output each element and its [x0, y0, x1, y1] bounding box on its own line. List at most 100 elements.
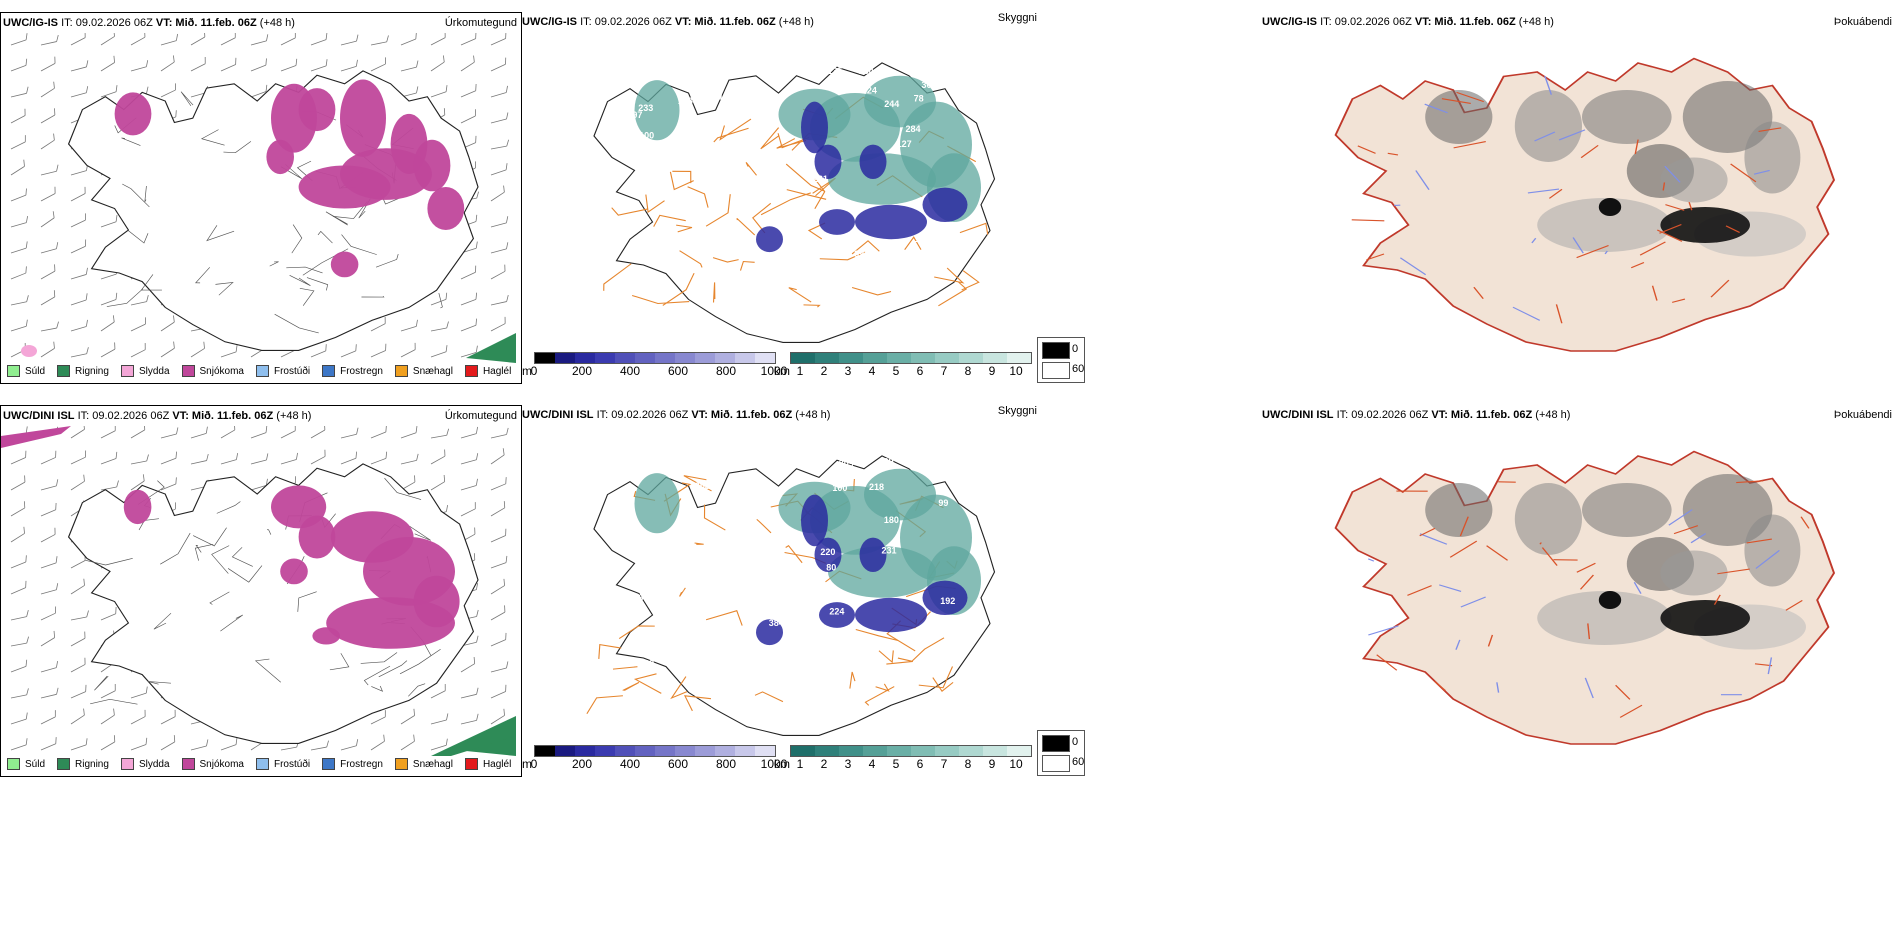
- cloud-base-value: 10: [675, 196, 685, 206]
- colorbar-cell: [715, 353, 735, 363]
- river-line: [1558, 129, 1586, 141]
- wind-barb: [460, 83, 477, 98]
- iceland-coastline: [1334, 57, 1836, 352]
- road-line: [959, 222, 989, 235]
- wind-barb: [10, 108, 26, 124]
- road-line: [1717, 568, 1750, 575]
- wind-barb: [10, 33, 28, 46]
- road-line: [1746, 538, 1772, 544]
- legend-label: Frostúði: [273, 758, 311, 770]
- wind-barb: [40, 34, 59, 46]
- legend-swatch: [394, 365, 408, 377]
- wind-barb: [70, 347, 89, 358]
- fog-index-area: [1514, 90, 1582, 162]
- road-line: [1710, 279, 1730, 298]
- fog-legend: 0 60: [1037, 337, 1085, 383]
- road-line: [1673, 525, 1699, 535]
- wind-barb: [130, 709, 146, 725]
- colorbar-cell: [755, 353, 775, 363]
- wind-barb: [100, 215, 118, 228]
- road-line: [1366, 253, 1385, 261]
- wind-barb: [10, 319, 28, 332]
- colorbar-cell: [695, 746, 715, 756]
- road-line: [687, 186, 709, 208]
- cloud-base-value: 102: [914, 234, 929, 244]
- colorbar-tick: 9: [988, 757, 996, 771]
- wind-barb: [370, 710, 386, 725]
- road-line: [736, 218, 756, 236]
- cloud-base-area: [922, 580, 968, 615]
- wind-barb: [430, 428, 450, 439]
- wind-barb: [310, 426, 326, 439]
- road-line: [1376, 654, 1398, 671]
- road-line: [683, 695, 712, 712]
- cloud-base-value: 10: [825, 200, 835, 210]
- colorbar-tick: 6: [916, 364, 924, 378]
- precip-legend-item: Slydda: [120, 758, 170, 770]
- fog-legend-swatch: [1042, 755, 1070, 772]
- visibility-unit: km: [774, 364, 790, 378]
- cloud-base-value: 309: [839, 458, 854, 468]
- wind-barb: [460, 109, 476, 124]
- wind-barb: [340, 59, 358, 72]
- colorbar-cell: [815, 746, 839, 756]
- wind-barb: [190, 453, 209, 465]
- wind-barb: [310, 449, 326, 465]
- cloud-base-value: 180: [884, 515, 899, 525]
- road-line: [679, 250, 703, 268]
- fog-index-area: [1660, 157, 1728, 203]
- cloud-base-value: 97: [632, 110, 642, 120]
- lead-time: (+48 h): [1535, 409, 1571, 421]
- precip-panel-header: UWC/IG-IS IT: 09.02.2026 06Z VT: Mið. 11…: [3, 17, 295, 29]
- road-line: [1634, 139, 1639, 155]
- wind-barb: [430, 684, 446, 699]
- wind-barb: [10, 636, 29, 647]
- wind-barb: [250, 84, 268, 98]
- wind-barb: [10, 738, 28, 751]
- wind-barb: [10, 659, 28, 673]
- cloud-base-value: 101: [857, 258, 872, 268]
- fog-index-area: [1425, 90, 1493, 144]
- wind-barb: [40, 341, 55, 358]
- wind-barb: [130, 342, 146, 358]
- legend-swatch: [120, 365, 134, 377]
- river-line: [1455, 639, 1461, 650]
- wind-barb: [280, 426, 296, 439]
- fog-index-area: [1660, 600, 1750, 636]
- colorbar-tick: 3: [844, 757, 852, 771]
- cloud-base-value: 233: [638, 103, 653, 113]
- legend-label: Rigning: [75, 365, 109, 377]
- wind-barb: [460, 265, 477, 280]
- precip-legend-item: Súld: [7, 365, 45, 377]
- precip-type-panel: UWC/IG-IS IT: 09.02.2026 06Z VT: Mið. 11…: [0, 12, 522, 384]
- road-line: [598, 644, 622, 659]
- wind-barb: [490, 242, 509, 254]
- river-line: [1367, 558, 1375, 562]
- wind-barb: [430, 713, 449, 725]
- cloud-base-value: 136: [628, 592, 643, 602]
- colorbar-tick: 400: [619, 757, 641, 771]
- cloud-base-value: 85: [956, 614, 966, 624]
- wind-barb: [10, 688, 29, 699]
- road-line: [1576, 562, 1596, 573]
- visibility-panel: UWC/DINI ISL IT: 09.02.2026 06Z VT: Mið.…: [522, 405, 1037, 775]
- model-name: UWC/IG-IS: [1262, 16, 1317, 28]
- wind-barb: [70, 163, 89, 176]
- fog-index-area: [1425, 483, 1493, 537]
- colorbar-tick: 10: [1009, 364, 1023, 378]
- valid-time: VT: Mið. 11.feb. 06Z: [155, 17, 257, 29]
- road-line: [961, 270, 980, 291]
- fog-index-area: [1660, 550, 1728, 596]
- cloud-base-area: [859, 537, 887, 572]
- cloud-base-value: 223: [734, 150, 749, 160]
- precip-panel-title: Úrkomutegund: [444, 410, 517, 422]
- river-line: [1438, 584, 1462, 592]
- wind-barb: [100, 684, 116, 699]
- visibility-panel-title: Skyggni: [997, 405, 1037, 417]
- colorbar-cell: [615, 746, 635, 756]
- road-line: [676, 224, 693, 233]
- init-time: IT: 09.02.2026 06Z: [580, 16, 672, 28]
- wind-barb: [100, 426, 116, 439]
- fog-legend-swatch: [1042, 735, 1070, 752]
- wind-barb: [100, 451, 118, 465]
